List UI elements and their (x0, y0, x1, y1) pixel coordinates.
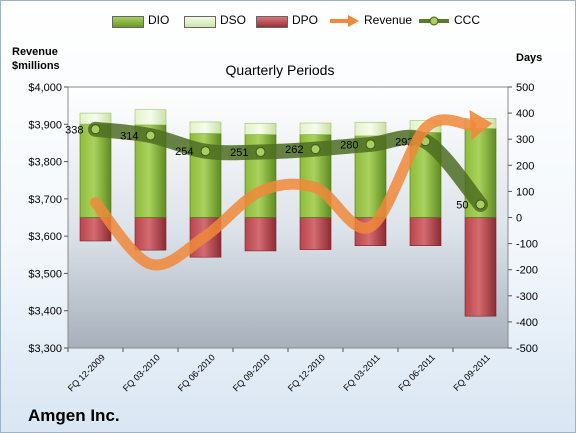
y-right-tick-label: 0 (516, 213, 522, 225)
bar-dso (189, 121, 222, 134)
y-right-tick-label: 300 (516, 134, 534, 146)
ccc-data-label: 338 (65, 124, 83, 136)
ccc-data-label: 50 (456, 199, 468, 211)
bar-dpo (244, 217, 277, 252)
x-tick-label: FQ 12-2010 (286, 352, 327, 393)
y-right-tick-label: -400 (516, 317, 538, 329)
y-right-tick-label: -100 (516, 239, 538, 251)
x-tick-label: FQ 12-2009 (66, 352, 107, 393)
legend-label-revenue: Revenue (364, 13, 413, 27)
bar-dpo (134, 217, 167, 251)
y-left-tick-label: $3,400 (28, 306, 62, 318)
y-axis-title-left-line1: Revenue (12, 46, 58, 58)
y-left-tick-label: $3,900 (28, 119, 62, 131)
y-right-tick-label: 100 (516, 186, 534, 198)
y-right-tick-label: -500 (516, 343, 538, 355)
y-right-tick-label: -200 (516, 265, 538, 277)
legend-arrow-icon (330, 15, 359, 27)
y-left-tick-label: $3,600 (28, 231, 62, 243)
legend-ccc-marker-icon (419, 16, 449, 26)
bar-dso (354, 121, 387, 137)
ccc-point (255, 146, 266, 157)
y-left-tick-label: $4,000 (28, 82, 62, 94)
ccc-point (310, 144, 321, 155)
legend-swatch-dpo (256, 16, 288, 28)
y-left-tick-label: $3,700 (28, 194, 62, 206)
legend-label-dso: DSO (220, 13, 247, 27)
y-right-tick-label: 400 (516, 108, 534, 120)
revenue-arrowhead (469, 109, 493, 140)
bar-dso (299, 122, 332, 135)
ccc-data-label: 314 (120, 131, 138, 143)
ccc-data-label: 280 (340, 139, 358, 151)
ccc-point (90, 124, 101, 135)
ccc-point (200, 146, 211, 157)
y-left-tick-label: $3,800 (28, 157, 62, 169)
y-axis-title-right: Days (516, 52, 543, 64)
y-axis-title-left: Revenue $millions (12, 45, 60, 73)
ccc-point (475, 199, 486, 210)
revenue-line (90, 114, 477, 271)
bar-dpo (409, 217, 442, 246)
legend-label-dio: DIO (148, 13, 170, 27)
ccc-point (365, 139, 376, 150)
y-right-tick-label: 500 (516, 82, 534, 94)
bar-dpo (299, 217, 332, 250)
x-tick-label: FQ 06-2010 (176, 352, 217, 393)
y-right-tick-label: 200 (516, 160, 534, 172)
y-left-tick-label: $3,500 (28, 268, 62, 280)
legend-swatch-dio (112, 16, 144, 28)
y-axis-title-left-line2: $millions (12, 60, 60, 72)
legend-swatch-dso (184, 16, 216, 28)
ccc-data-label: 254 (175, 146, 193, 158)
ccc-data-label: 251 (230, 147, 248, 159)
y-left-tick-label: $3,300 (28, 343, 62, 355)
bar-dpo (464, 217, 497, 317)
x-tick-label: FQ 09-2010 (231, 352, 272, 393)
bar-dso (134, 109, 167, 126)
y-right-tick-label: -300 (516, 291, 538, 303)
x-tick-label: FQ 03-2011 (341, 352, 382, 393)
chart-title: Quarterly Periods (225, 62, 335, 78)
x-tick-label: FQ 06-2011 (396, 352, 437, 393)
legend-label-ccc: CCC (454, 13, 480, 27)
ccc-point (145, 130, 156, 141)
legend-label-dpo: DPO (292, 13, 319, 27)
x-tick-label: FQ 09-2011 (451, 352, 492, 393)
x-tick-label: FQ 03-2010 (121, 352, 162, 393)
ccc-data-label: 262 (285, 144, 303, 156)
bar-dso (244, 122, 277, 135)
company-name: Amgen Inc. (28, 406, 120, 425)
